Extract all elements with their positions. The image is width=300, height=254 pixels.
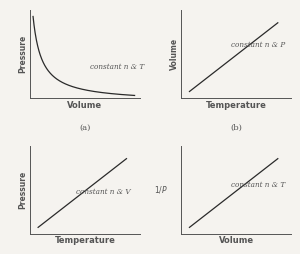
Y-axis label: Volume: Volume [169,38,178,70]
Text: constant n & T: constant n & T [90,63,145,71]
X-axis label: Temperature: Temperature [54,236,115,245]
Y-axis label: Pressure: Pressure [18,171,27,209]
Text: (a): (a) [79,124,91,132]
X-axis label: Volume: Volume [67,101,102,109]
Y-axis label: $\mathit{1/P}$: $\mathit{1/P}$ [154,184,168,195]
X-axis label: Volume: Volume [219,236,254,245]
Text: (b): (b) [230,124,242,132]
Text: constant n & P: constant n & P [231,41,285,49]
Y-axis label: Pressure: Pressure [18,35,27,73]
Text: constant n & V: constant n & V [76,188,131,196]
X-axis label: Temperature: Temperature [206,101,267,109]
Text: constant n & T: constant n & T [231,181,285,189]
